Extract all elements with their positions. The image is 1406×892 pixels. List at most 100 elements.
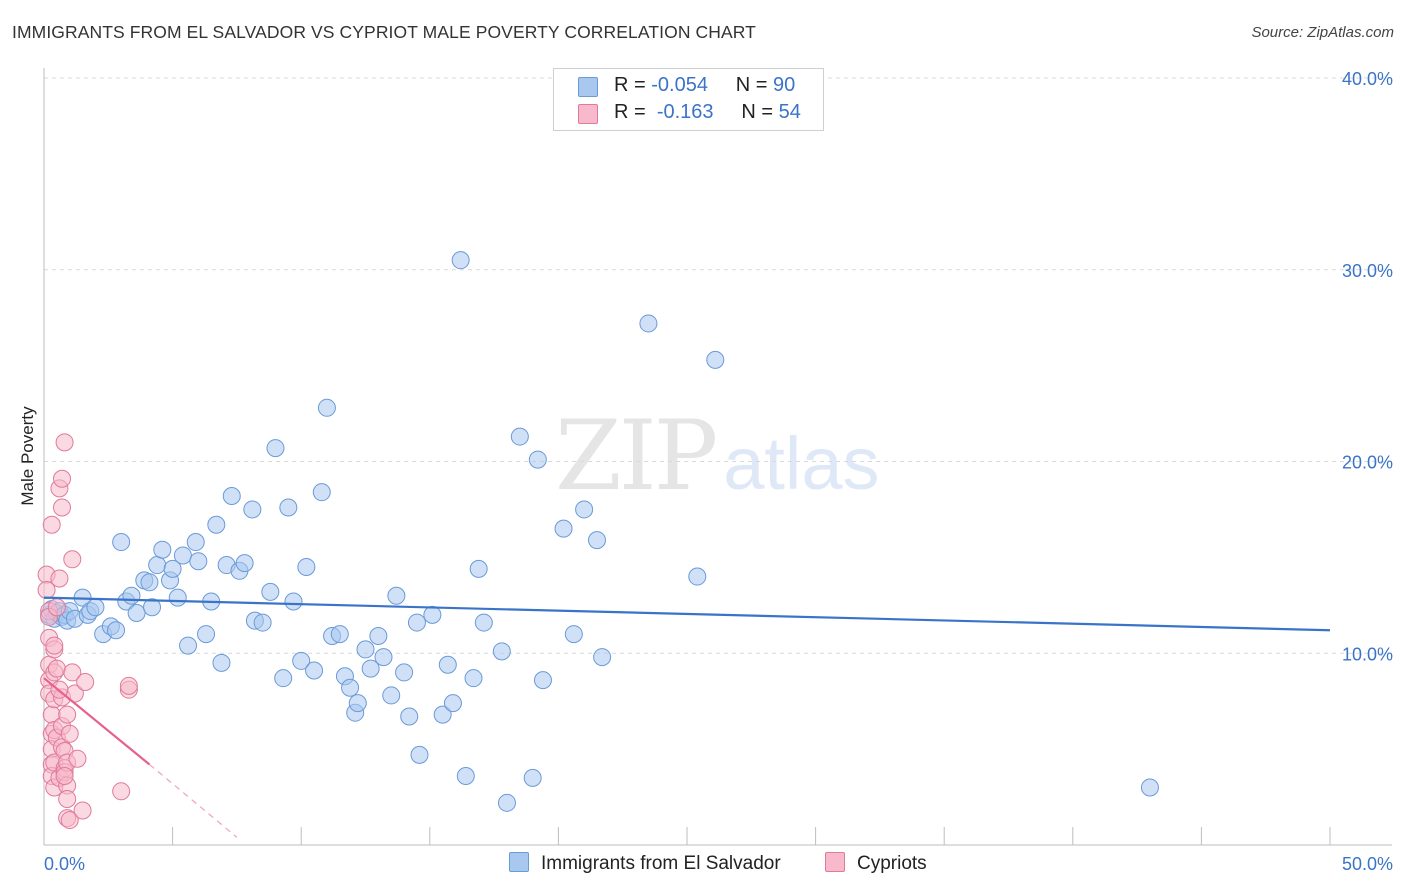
- source-label: Source: ZipAtlas.com: [1251, 24, 1394, 41]
- el-salvador-point: [341, 678, 360, 697]
- el-salvador-point: [1140, 778, 1159, 797]
- cypriot-point: [47, 598, 66, 617]
- cypriot-trend-extension: [149, 764, 238, 838]
- el-salvador-point: [112, 533, 131, 552]
- el-salvador-point: [587, 531, 606, 550]
- el-salvador-point: [474, 613, 493, 632]
- el-salvador-point: [400, 707, 419, 726]
- el-salvador-point: [317, 398, 336, 417]
- el-salvador-point: [528, 450, 547, 469]
- el-salvador-point: [575, 500, 594, 519]
- x-tick-label-max: 50.0%: [1342, 854, 1393, 874]
- el-salvador-point: [706, 350, 725, 369]
- el-salvador-point: [464, 669, 483, 688]
- cypriot-point: [60, 724, 79, 743]
- el-salvador-point: [279, 498, 298, 517]
- legend-r-label: R =: [614, 101, 652, 123]
- legend-n-label: N =: [741, 101, 779, 123]
- y-tick-label: 10.0%: [1342, 644, 1393, 664]
- el-salvador-point: [374, 648, 393, 667]
- bottom-legend-el-salvador: Immigrants from El Salvador: [509, 852, 781, 875]
- cypriot-point: [55, 433, 74, 452]
- el-salvador-point: [284, 592, 303, 611]
- el-salvador-point: [222, 487, 241, 506]
- el-salvador-point: [266, 439, 285, 458]
- y-tick-label: 20.0%: [1342, 453, 1393, 473]
- cypriot-point: [76, 673, 95, 692]
- el-salvador-point: [387, 586, 406, 605]
- cypriot-point: [45, 636, 64, 655]
- el-salvador-point: [179, 636, 198, 655]
- cypriot-point: [119, 676, 138, 695]
- el-salvador-point: [312, 483, 331, 502]
- el-salvador-point: [243, 500, 262, 519]
- legend-swatch-el-salvador: [578, 77, 598, 97]
- el-salvador-point: [523, 768, 542, 787]
- legend-r-label: R =: [614, 74, 652, 96]
- el-salvador-point: [423, 605, 442, 624]
- el-salvador-point: [173, 546, 192, 565]
- legend-r-value-cypriots: -0.163: [656, 101, 714, 123]
- el-salvador-point: [107, 621, 126, 640]
- el-salvador-trend-line: [43, 596, 1331, 632]
- el-salvador-point: [497, 793, 516, 812]
- cypriot-point: [42, 515, 61, 534]
- el-salvador-point: [410, 745, 429, 764]
- cypriot-point: [63, 550, 82, 569]
- el-salvador-point: [127, 603, 146, 622]
- legend-r-value-el-salvador: -0.054: [651, 74, 708, 96]
- cypriot-point: [68, 749, 87, 768]
- legend-text-cypriots: R = -0.163 N = 54: [614, 101, 801, 124]
- cypriot-point: [47, 659, 66, 678]
- el-salvador-point: [443, 694, 462, 713]
- el-salvador-point: [140, 573, 159, 592]
- el-salvador-point: [395, 663, 414, 682]
- cypriot-point: [53, 469, 72, 488]
- el-salvador-point: [143, 598, 162, 617]
- el-salvador-point: [688, 567, 707, 586]
- watermark: ZIP atlas: [555, 400, 880, 512]
- el-salvador-point: [382, 686, 401, 705]
- cypriot-point: [73, 801, 92, 820]
- el-salvador-point: [456, 766, 475, 785]
- el-salvador-point: [86, 598, 105, 617]
- el-salvador-point: [510, 427, 529, 446]
- el-salvador-point: [163, 559, 182, 578]
- legend-n-value-cypriots: 54: [778, 101, 801, 123]
- legend-n-label: N =: [735, 74, 774, 96]
- el-salvador-point: [148, 556, 167, 575]
- el-salvador-point: [261, 582, 280, 601]
- cypriot-point: [58, 705, 77, 724]
- chart-title: IMMIGRANTS FROM EL SALVADOR VS CYPRIOT M…: [12, 22, 756, 42]
- cypriot-point: [53, 498, 72, 517]
- el-salvador-point: [197, 625, 216, 644]
- cypriot-trend-line: [43, 677, 151, 766]
- watermark-zip: ZIP: [555, 400, 718, 512]
- y-tick-label: 30.0%: [1342, 261, 1393, 281]
- el-salvador-point: [330, 625, 349, 644]
- el-salvador-point: [305, 661, 324, 680]
- el-salvador-point: [407, 613, 426, 632]
- legend-swatch-cypriots: [578, 104, 598, 124]
- x-tick-label-min: 0.0%: [44, 854, 85, 874]
- el-salvador-point: [235, 554, 254, 573]
- bottom-legend-label-el-salvador: Immigrants from El Salvador: [541, 853, 781, 874]
- bottom-legend-cypriots: Cypriots: [825, 852, 927, 875]
- el-salvador-point: [168, 588, 187, 607]
- el-salvador-point: [438, 655, 457, 674]
- el-salvador-point: [433, 705, 452, 724]
- el-salvador-point: [469, 559, 488, 578]
- y-tick-label: 40.0%: [1342, 69, 1393, 89]
- el-salvador-point: [348, 694, 367, 713]
- cypriot-point: [58, 789, 77, 808]
- el-salvador-point: [292, 651, 311, 670]
- el-salvador-point: [369, 626, 388, 645]
- el-salvador-point: [451, 251, 470, 270]
- bottom-legend-swatch-cypriots: [825, 852, 845, 872]
- cypriot-point: [63, 663, 82, 682]
- el-salvador-point: [207, 515, 226, 534]
- cypriot-point: [55, 766, 74, 785]
- correlation-legend: R = -0.054 N = 90 R = -0.163 N = 54: [553, 68, 824, 131]
- el-salvador-point: [639, 314, 658, 333]
